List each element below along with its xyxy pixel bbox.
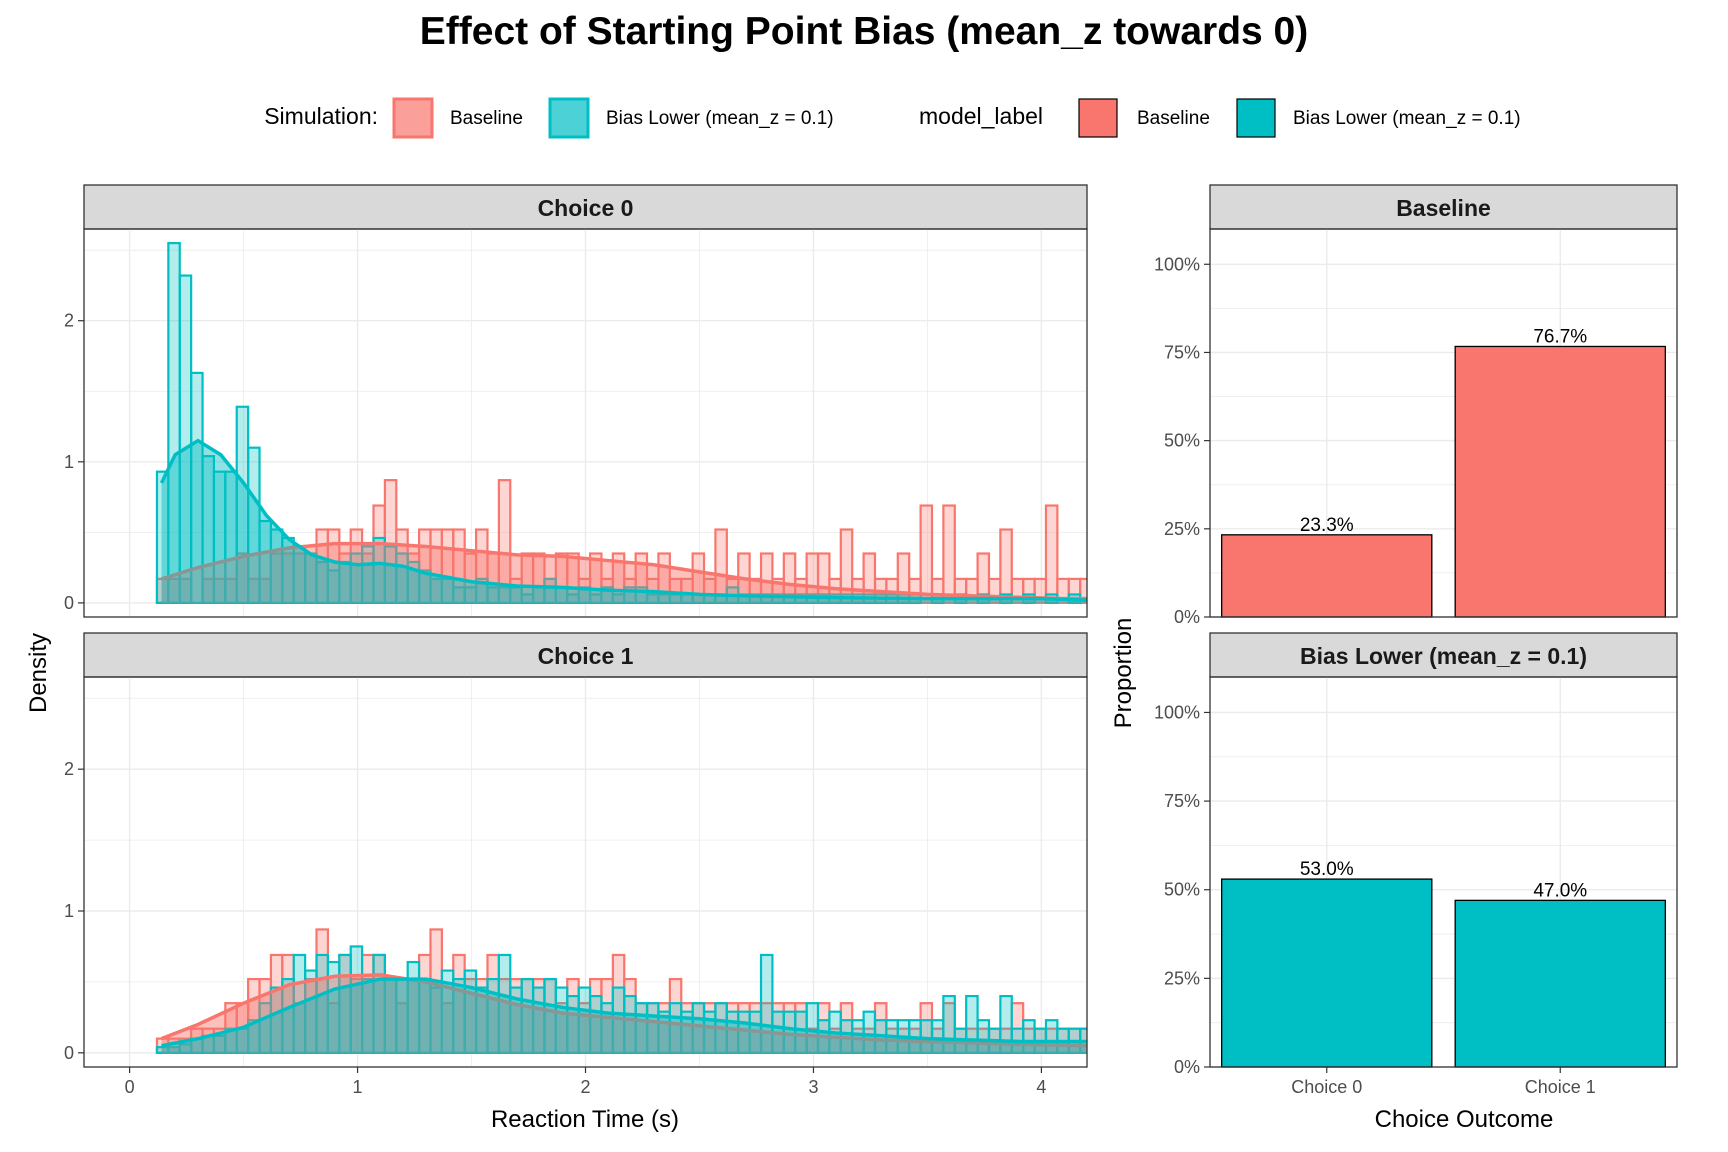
x-tick-label: 2 xyxy=(580,1077,590,1097)
histogram-bar xyxy=(759,953,774,1054)
y-tick-label: 50% xyxy=(1164,431,1200,451)
histogram-bar xyxy=(1079,577,1087,604)
histogram-bar xyxy=(999,994,1013,1054)
density-line xyxy=(159,438,1087,602)
bar-x-axis-title: Choice Outcome xyxy=(1375,1106,1554,1133)
rt-histograms: Choice 0 0 1 2 Choice 1 0 1 2 0 1 2 3 4 xyxy=(64,184,1088,1097)
histogram-bars xyxy=(155,242,1082,604)
panel-strip xyxy=(1209,184,1678,230)
bar-y-axis-title: Proportion xyxy=(1110,618,1137,729)
bar-value-label: 47.0% xyxy=(1533,880,1587,901)
histogram-bar xyxy=(942,994,956,1054)
bar xyxy=(1221,878,1433,1068)
legend-swatch-sim-bias xyxy=(548,97,590,139)
y-tick-label: 75% xyxy=(1164,791,1200,811)
y-tick-label: 100% xyxy=(1154,702,1200,722)
panel-plot-area xyxy=(155,242,1087,604)
y-tick-label: 25% xyxy=(1164,519,1200,539)
histogram-bar xyxy=(999,528,1013,604)
panel-border xyxy=(1209,228,1678,618)
bar-panel-bias-lower: Bias Lower (mean_z = 0.1) 53.0% 47.0% 0% 25%… xyxy=(1154,632,1678,1097)
legend-model-baseline-label: Baseline xyxy=(1137,108,1210,129)
panel-strip-label: Baseline xyxy=(1396,195,1491,221)
legend-model-title: model_label xyxy=(919,103,1043,129)
panel-strip xyxy=(1209,632,1678,678)
rt-panel-choice-1: Choice 1 0 1 2 0 1 2 3 4 xyxy=(64,632,1088,1097)
y-tick-label: 1 xyxy=(64,452,74,472)
bar xyxy=(1221,534,1433,618)
rt-x-axis-title: Reaction Time (s) xyxy=(491,1106,679,1133)
legend-swatch-model-baseline xyxy=(1078,98,1118,138)
y-tick-label: 2 xyxy=(64,311,74,331)
bar-value-label: 53.0% xyxy=(1300,859,1354,880)
legend: Simulation: Baseline Bias Lower (mean_z … xyxy=(264,97,1521,139)
y-tick-label: 1 xyxy=(64,901,74,921)
x-tick-label: 0 xyxy=(125,1077,135,1097)
rt-y-axis-title: Density xyxy=(25,633,52,713)
y-tick-label: 75% xyxy=(1164,342,1200,362)
x-tick-label: Choice 1 xyxy=(1525,1077,1596,1097)
panel-border xyxy=(83,228,1088,618)
panel-strip-label: Bias Lower (mean_z = 0.1) xyxy=(1300,643,1587,669)
x-tick-label: 1 xyxy=(353,1077,363,1097)
panel-strip xyxy=(83,184,1088,230)
rt-panel-choice-0: Choice 0 0 1 2 xyxy=(64,184,1088,618)
y-tick-label: 50% xyxy=(1164,880,1200,900)
density-area xyxy=(161,974,1087,1053)
density-line xyxy=(160,541,1087,601)
y-tick-label: 0% xyxy=(1174,607,1200,627)
panel-strip xyxy=(83,632,1088,678)
y-tick-label: 0 xyxy=(64,593,74,613)
legend-swatch-sim-baseline xyxy=(392,97,434,139)
y-tick-label: 25% xyxy=(1164,968,1200,988)
y-tick-label: 2 xyxy=(64,759,74,779)
density-line xyxy=(161,977,1087,1048)
panel-plot-area xyxy=(155,928,1087,1054)
histogram-bar xyxy=(1044,504,1059,604)
histogram-bar xyxy=(919,504,934,604)
legend-sim-bias-label: Bias Lower (mean_z = 0.1) xyxy=(606,108,834,129)
panel-strip-label: Choice 1 xyxy=(538,643,634,669)
bar-value-label: 76.7% xyxy=(1533,326,1587,347)
bar-panel-baseline: Baseline 23.3% 76.7% 0% 25% 50% 75% 100% xyxy=(1154,184,1678,627)
panel-border xyxy=(1209,676,1678,1068)
x-tick-label: 4 xyxy=(1036,1077,1046,1097)
y-tick-label: 0 xyxy=(64,1043,74,1063)
legend-swatch-model-bias xyxy=(1236,98,1276,138)
legend-simulation-title: Simulation: xyxy=(264,103,378,129)
density-area xyxy=(161,543,1087,603)
panel-strip-label: Choice 0 xyxy=(538,195,634,221)
x-tick-label: Choice 0 xyxy=(1291,1077,1362,1097)
density-area xyxy=(161,440,1087,603)
density-line xyxy=(160,973,1087,1048)
bar xyxy=(1454,345,1666,618)
legend-model-bias-label: Bias Lower (mean_z = 0.1) xyxy=(1293,108,1521,129)
histogram-bar xyxy=(942,504,956,604)
bar xyxy=(1454,899,1666,1068)
legend-sim-baseline-label: Baseline xyxy=(450,108,523,129)
bar-value-label: 23.3% xyxy=(1300,515,1354,536)
y-tick-label: 0% xyxy=(1174,1057,1200,1077)
x-tick-label: 3 xyxy=(808,1077,818,1097)
y-tick-label: 100% xyxy=(1154,254,1200,274)
chart-title: Effect of Starting Point Bias (mean_z to… xyxy=(420,10,1308,53)
